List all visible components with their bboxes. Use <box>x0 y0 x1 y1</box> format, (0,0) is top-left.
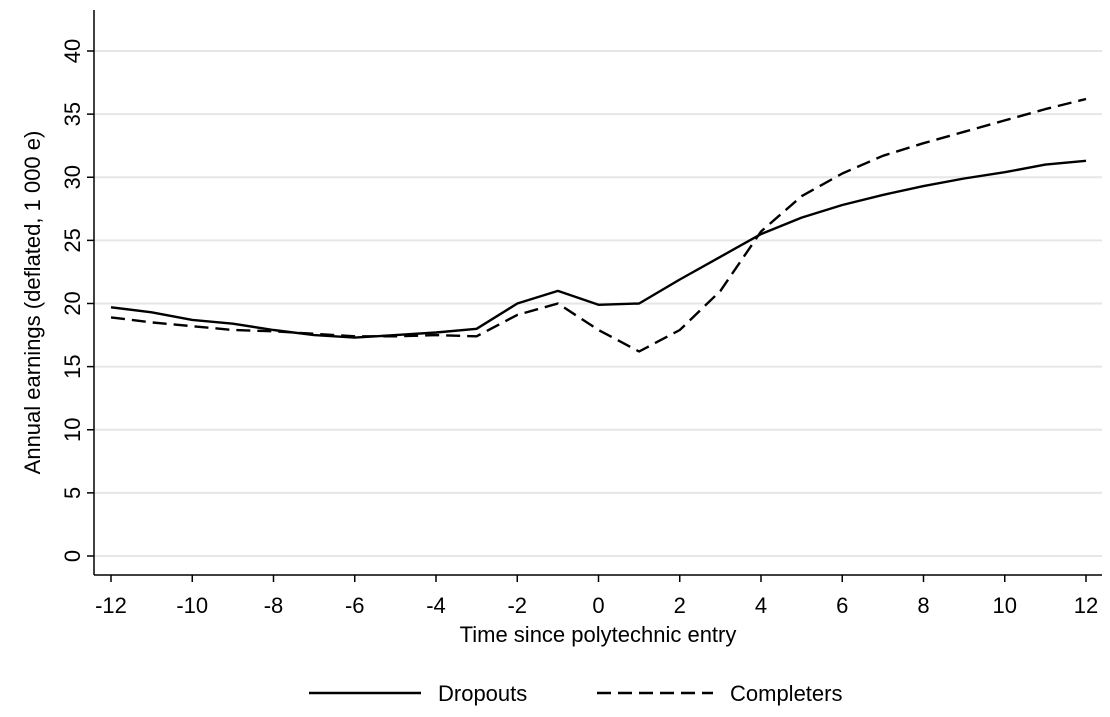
x-tick-label: 8 <box>917 593 929 618</box>
y-tick-label: 25 <box>60 228 85 252</box>
x-tick-label: 12 <box>1074 593 1098 618</box>
x-axis-title: Time since polytechnic entry <box>460 622 737 647</box>
x-tick-label: -12 <box>95 593 127 618</box>
y-tick-label: 5 <box>60 487 85 499</box>
y-tick-label: 20 <box>60 291 85 315</box>
y-axis: 0 5 10 15 20 25 30 35 40 <box>60 10 95 575</box>
y-tick-label: 40 <box>60 39 85 63</box>
x-tick-label: -6 <box>345 593 365 618</box>
x-tick-label: 10 <box>993 593 1017 618</box>
plot-lines <box>110 97 1087 353</box>
x-axis: -12 -10 -8 -6 -4 -2 0 2 4 6 8 10 12 <box>94 574 1102 618</box>
y-tick-label: 10 <box>60 418 85 442</box>
x-tick-label: 2 <box>674 593 686 618</box>
x-tick-label: 4 <box>755 593 767 618</box>
series-line-completers <box>110 97 1087 353</box>
legend: Dropouts Completers <box>309 681 842 706</box>
x-tick-label: -2 <box>507 593 527 618</box>
x-tick-label: 0 <box>592 593 604 618</box>
legend-label-dropouts: Dropouts <box>438 681 527 706</box>
y-tick-label: 30 <box>60 165 85 189</box>
x-tick-label: -8 <box>264 593 284 618</box>
y-axis-title: Annual earnings (deflated, 1 000 e) <box>20 131 45 475</box>
x-tick-label: -10 <box>176 593 208 618</box>
y-tick-label: 35 <box>60 102 85 126</box>
y-tick-label: 15 <box>60 354 85 378</box>
y-tick-label: 0 <box>60 550 85 562</box>
x-tick-label: 6 <box>836 593 848 618</box>
series-line-dropouts <box>110 159 1087 339</box>
x-tick-label: -4 <box>426 593 446 618</box>
legend-label-completers: Completers <box>730 681 842 706</box>
